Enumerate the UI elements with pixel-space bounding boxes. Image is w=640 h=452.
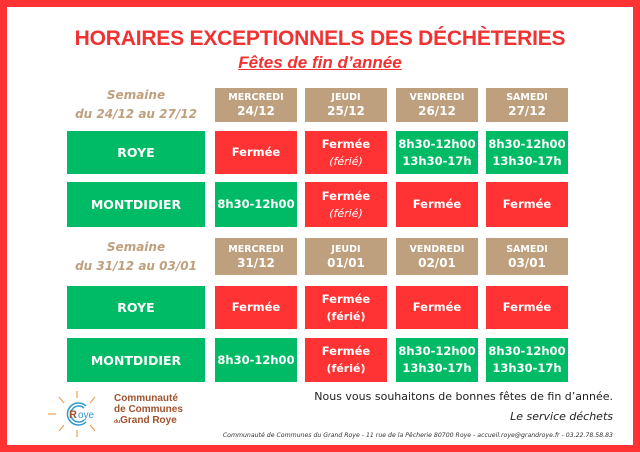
cell-line1: Fermée: [231, 300, 281, 314]
cell-line1: 8h30-12h00: [217, 197, 295, 211]
day-name: SAMEDI: [506, 243, 548, 255]
poster: HORAIRES EXCEPTIONNELS DES DÉCHÈTERIES F…: [7, 7, 633, 445]
holiday-note: (férié): [326, 362, 366, 375]
day-header: VENDREDI 26/12: [396, 88, 478, 122]
day-date: 02/01: [418, 255, 456, 270]
logo-line3: Grand Roye: [120, 415, 177, 426]
day-header: JEUDI 01/01: [305, 238, 387, 275]
logo: R oye Communauté de Communes duGrand Roy…: [42, 389, 192, 439]
cell-line1: Fermée: [321, 188, 371, 203]
schedule-cell: Fermée (férié): [305, 182, 387, 227]
day-header: SAMEDI 03/01: [486, 238, 568, 275]
day-date: 31/12: [237, 255, 275, 270]
page-subtitle: Fêtes de fin d’année: [238, 53, 402, 72]
cell-line1: Fermée: [502, 197, 552, 211]
schedule-cell: Fermée: [396, 286, 478, 329]
cell-line1: 8h30-12h00: [217, 352, 295, 367]
week-label: Semaine du 31/12 au 03/01: [67, 238, 205, 275]
page-title: HORAIRES EXCEPTIONNELS DES DÉCHÈTERIES: [74, 27, 566, 50]
cell-line1: 8h30-12h00: [488, 136, 566, 151]
week-label-dates: du 31/12 au 03/01: [75, 258, 197, 273]
day-header: MERCREDI 31/12: [215, 238, 297, 275]
cell-line2: 13h30-17h: [402, 361, 472, 375]
day-date: 25/12: [327, 104, 365, 118]
cell-line1: Fermée: [502, 300, 552, 314]
day-date: 03/01: [508, 255, 546, 270]
day-name: MERCREDI: [228, 92, 284, 103]
day-name: VENDREDI: [409, 92, 465, 103]
schedule-cell: 8h30-12h00: [215, 338, 297, 382]
cell-line1: Fermée: [412, 300, 462, 314]
site-label-roye: ROYE: [67, 131, 205, 174]
day-date: 01/01: [327, 255, 365, 270]
day-date: 27/12: [508, 104, 546, 118]
cell-line1: 8h30-12h00: [488, 344, 566, 358]
day-name: MERCREDI: [228, 243, 284, 255]
site-label-roye: ROYE: [67, 286, 205, 329]
cell-line1: Fermée: [412, 197, 462, 211]
cell-line1: Fermée: [321, 136, 371, 151]
holiday-note: (férié): [329, 206, 363, 220]
day-date: 24/12: [237, 104, 275, 118]
schedule-cell: Fermée (férié): [305, 286, 387, 329]
day-date: 26/12: [418, 104, 456, 118]
logo-line1: Communauté: [114, 393, 178, 404]
site-label-montdidier: MONTDIDIER: [67, 182, 205, 227]
cell-line1: Fermée: [321, 344, 371, 358]
contact-footer: Communauté de Communes du Grand Roye - 1…: [222, 432, 613, 439]
schedule-cell: 8h30-12h00 13h30-17h: [396, 131, 478, 174]
cell-line1: 8h30-12h00: [398, 136, 476, 151]
cell-line2: 13h30-17h: [492, 153, 562, 168]
cell-line1: Fermée: [231, 145, 281, 159]
schedule-cell: Fermée: [215, 131, 297, 174]
schedule-cell: 8h30-12h00 13h30-17h: [486, 338, 568, 382]
day-name: VENDREDI: [409, 243, 465, 255]
cell-line2: 13h30-17h: [492, 361, 562, 375]
day-header: SAMEDI 27/12: [486, 88, 568, 122]
schedule-cell: Fermée (férié): [305, 131, 387, 174]
day-header: JEUDI 25/12: [305, 88, 387, 122]
site-label-montdidier: MONTDIDIER: [67, 338, 205, 382]
holiday-wishes: Nous vous souhaitons de bonnes fêtes de …: [314, 390, 613, 403]
schedule-cell: 8h30-12h00 13h30-17h: [486, 131, 568, 174]
week-label-dates: du 24/12 au 27/12: [75, 107, 197, 121]
schedule-cell: Fermée: [486, 182, 568, 227]
day-header: MERCREDI 24/12: [215, 88, 297, 122]
logo-text: Communauté de Communes duGrand Roye: [114, 393, 183, 428]
day-name: JEUDI: [331, 243, 361, 255]
holiday-note: (férié): [326, 309, 366, 323]
day-name: JEUDI: [331, 92, 361, 103]
logo-line2: de Communes: [114, 404, 183, 415]
day-header: VENDREDI 02/01: [396, 238, 478, 275]
week-label: Semaine du 24/12 au 27/12: [67, 88, 205, 122]
logo-line3-prefix: du: [114, 419, 121, 425]
sun-logo-icon: R oye: [48, 391, 96, 437]
cell-line1: Fermée: [321, 291, 371, 306]
schedule-cell: Fermée: [486, 286, 568, 329]
cell-line2: 13h30-17h: [402, 153, 472, 168]
svg-text:oye: oye: [78, 410, 95, 421]
schedule-cell: Fermée (férié): [305, 338, 387, 382]
schedule-cell: 8h30-12h00 13h30-17h: [396, 338, 478, 382]
schedule-cell: Fermée: [396, 182, 478, 227]
signature: Le service déchets: [510, 410, 613, 423]
week-label-line1: Semaine: [106, 88, 166, 102]
schedule-cell: 8h30-12h00: [215, 182, 297, 227]
schedule-cell: Fermée: [215, 286, 297, 329]
svg-text:R: R: [69, 409, 77, 421]
day-name: SAMEDI: [506, 92, 548, 103]
cell-line1: 8h30-12h00: [398, 344, 476, 358]
week-label-line1: Semaine: [106, 239, 166, 254]
holiday-note: (férié): [329, 154, 363, 168]
